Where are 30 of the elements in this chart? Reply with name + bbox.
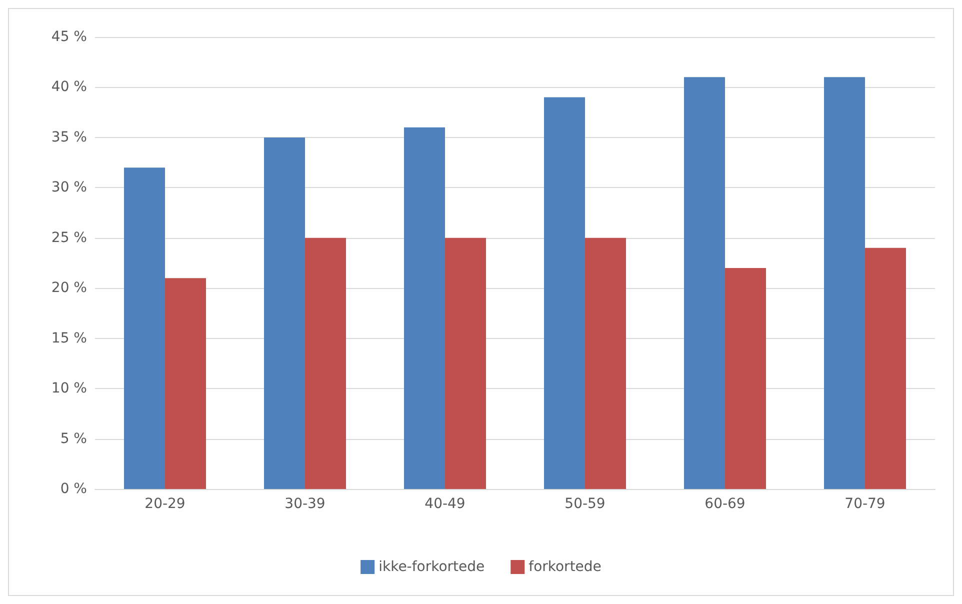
bar: [404, 127, 445, 489]
bar: [725, 268, 766, 489]
x-tick-label: 40-49: [424, 496, 466, 512]
bar: [824, 77, 865, 489]
y-tick-label: 45 %: [51, 29, 87, 45]
bar: [445, 238, 486, 489]
y-tick-label: 5 %: [60, 430, 87, 447]
y-tick-label: 0 %: [60, 481, 87, 497]
y-tick-label: 20 %: [51, 280, 87, 296]
y-tick-label: 25 %: [51, 230, 87, 246]
x-tick-label: 30-39: [284, 496, 326, 512]
bar: [124, 168, 165, 489]
bar: [865, 248, 906, 489]
bar: [684, 77, 725, 489]
legend-label: forkortede: [528, 559, 602, 575]
x-tick-label: 20-29: [144, 496, 186, 512]
bar: [544, 97, 585, 489]
y-tick-label: 10 %: [51, 380, 87, 397]
y-tick-label: 15 %: [51, 330, 87, 346]
bar: [585, 238, 626, 489]
legend-label: ikke-forkortede: [378, 559, 485, 575]
bar: [305, 238, 346, 489]
bar: [165, 278, 206, 489]
y-tick-label: 40 %: [51, 79, 87, 96]
x-tick-label: 70-79: [844, 496, 886, 512]
x-tick-label: 60-69: [704, 496, 746, 512]
y-tick-label: 30 %: [51, 180, 87, 196]
x-tick-label: 50-59: [564, 496, 606, 512]
bar: [264, 137, 305, 489]
y-tick-label: 35 %: [51, 129, 87, 146]
